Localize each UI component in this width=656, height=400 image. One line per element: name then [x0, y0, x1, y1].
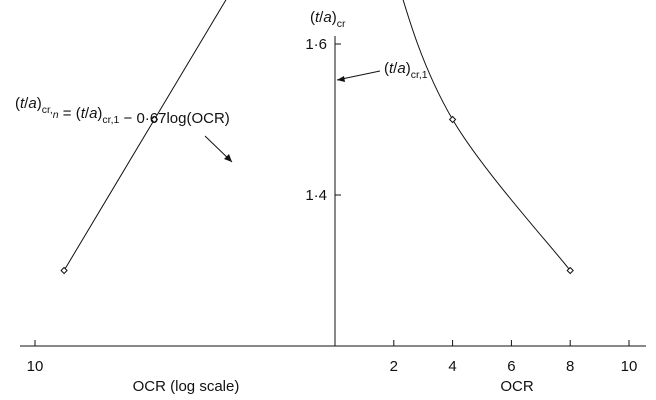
right-x-axis-label: OCR	[500, 378, 534, 395]
annotation-text-part: a	[397, 60, 405, 77]
right-x-tick-label: 4	[448, 358, 456, 375]
annotation-text-part: /	[319, 9, 324, 26]
left-series-point	[150, 115, 159, 124]
annotation-text-part: = (	[59, 105, 81, 122]
right-series-point	[566, 266, 574, 275]
left-curve-equation: (t/a)cr,n = (t/a)cr,1 − 0·67log(OCR)	[15, 95, 230, 127]
annotation-text-part: cr	[337, 18, 346, 30]
y-tick-label: 1·6	[305, 36, 327, 53]
annotation-text-part: a	[28, 95, 36, 112]
annotation-text-part: t	[20, 95, 25, 112]
right-label-arrowhead	[337, 76, 345, 82]
annotation-text-part: )	[406, 60, 411, 77]
annotation-text-part: /	[393, 60, 398, 77]
right-series-point	[448, 115, 457, 124]
right-x-tick-label: 2	[390, 358, 398, 375]
annotation-text-part: /	[24, 95, 29, 112]
right-x-tick-label: 10	[621, 358, 638, 375]
annotation-text-part: t	[81, 105, 86, 122]
annotation-text-part: (	[384, 60, 389, 77]
right-x-tick-label: 6	[507, 358, 515, 375]
annotation-text-part: cr,1	[411, 69, 428, 81]
annotation-text-part: /	[85, 105, 90, 122]
y-tick-label: 1·4	[305, 187, 327, 204]
left-series-point	[60, 266, 68, 275]
annotation-text-part: )	[37, 95, 42, 112]
left-x-axis-label: OCR (log scale)	[133, 378, 240, 395]
annotation-text-part: (	[15, 95, 20, 112]
annotation-text-part: a	[323, 9, 331, 26]
annotation-text-part: )	[97, 105, 102, 122]
annotation-text-part: t	[315, 9, 320, 26]
annotation-text-part: )	[332, 9, 337, 26]
axes-layer	[20, 36, 646, 347]
right-curve-label: (t/a)cr,1	[384, 60, 428, 81]
annotation-text-part: t	[389, 60, 394, 77]
annotation-text-part: a	[89, 105, 97, 122]
left-x-tick-label: 10	[27, 358, 44, 375]
annotation-text-part: n	[53, 109, 59, 121]
left-equation-arrowhead	[224, 154, 232, 162]
annotation-text-part: cr,1	[102, 114, 119, 126]
series-layer	[60, 0, 574, 275]
left-series-line	[63, 0, 227, 271]
right-series-curve	[402, 0, 571, 271]
annotation-text-part: − 0·67log(OCR)	[119, 110, 229, 127]
y-axis-title: (t/a)cr	[310, 9, 346, 30]
labels-layer: OCR (log scale) OCR (t/a)cr (t/a)cr,n = …	[15, 9, 534, 395]
annotation-text-part: (	[310, 9, 315, 26]
annotation-text-part: cr,	[42, 104, 53, 116]
right-x-tick-label: 8	[566, 358, 574, 375]
